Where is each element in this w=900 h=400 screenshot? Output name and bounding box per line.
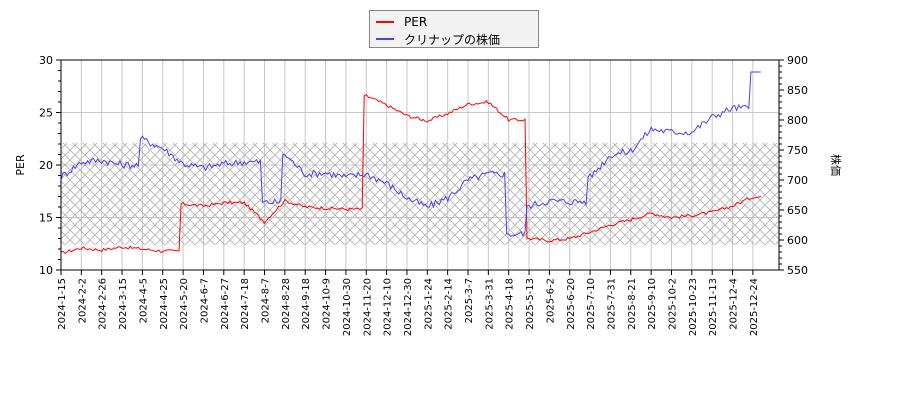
per-line	[60, 93, 762, 255]
x-tick-label: 2025-1-24	[423, 278, 434, 330]
series-layer	[60, 71, 762, 255]
x-tick-label: 2025-2-14	[444, 278, 455, 330]
legend-label-stock-price: クリナップの株価	[404, 32, 501, 47]
stock-line-swatch-icon	[376, 38, 394, 40]
right-tick-label: 700	[787, 174, 808, 187]
right-tick-label: 900	[787, 54, 808, 67]
x-axis: 2024-1-15 2024-2-2 2024-2-26 2024-3-15 2024-…	[57, 270, 760, 336]
right-tick-label: 600	[787, 234, 808, 247]
x-tick-label: 2025-3-31	[484, 278, 495, 330]
left-tick-label: 20	[39, 159, 53, 172]
x-tick-label: 2024-12-10	[383, 278, 394, 336]
x-tick-label: 2024-3-15	[118, 278, 129, 330]
x-tick-label: 2025-7-31	[606, 278, 617, 330]
right-tick-label: 550	[787, 264, 808, 277]
right-tick-label: 750	[787, 144, 808, 157]
legend-label-per: PER	[404, 15, 428, 29]
right-tick-label: 850	[787, 84, 808, 97]
x-tick-label: 2024-8-7	[261, 278, 272, 323]
x-tick-label: 2024-1-15	[57, 278, 68, 330]
x-tick-label: 2024-2-2	[77, 278, 88, 323]
legend-item-per: PER	[376, 14, 427, 30]
left-tick-label: 25	[39, 107, 53, 120]
legend: PER クリナップの株価	[369, 10, 539, 48]
x-tick-label: 2024-2-26	[98, 278, 109, 330]
x-tick-label: 2025-5-13	[525, 278, 536, 330]
left-tick-label: 15	[39, 212, 53, 225]
x-tick-label: 2025-6-20	[566, 278, 577, 330]
right-axis-title: 株価	[829, 154, 843, 176]
x-tick-label: 2024-4-25	[159, 278, 170, 330]
x-tick-label: 2025-4-18	[505, 278, 516, 330]
x-tick-label: 2024-6-7	[199, 278, 210, 323]
legend-item-stock-price: クリナップの株価	[376, 31, 500, 47]
x-tick-label: 2025-12-4	[729, 278, 740, 330]
x-tick-label: 2025-6-2	[545, 278, 556, 323]
x-tick-label: 2024-6-27	[220, 278, 231, 330]
x-tick-label: 2025-11-13	[708, 278, 719, 336]
left-tick-label: 10	[39, 264, 53, 277]
x-tick-label: 2025-9-10	[647, 278, 658, 330]
x-tick-label: 2024-10-9	[322, 278, 333, 330]
left-axis: 10 15 20 25 30	[39, 54, 61, 277]
x-tick-label: 2024-5-20	[179, 278, 190, 330]
x-tick-label: 2024-4-5	[138, 278, 149, 323]
x-tick-label: 2025-7-10	[586, 278, 597, 330]
right-tick-label: 650	[787, 204, 808, 217]
right-tick-label: 800	[787, 114, 808, 127]
left-tick-label: 30	[39, 54, 53, 67]
x-tick-label: 2024-12-30	[403, 278, 414, 336]
x-tick-label: 2024-9-18	[301, 278, 312, 330]
per-line-swatch-icon	[376, 21, 394, 23]
x-tick-label: 2024-7-18	[240, 278, 251, 330]
x-tick-label: 2024-10-30	[342, 278, 353, 336]
right-axis: 550 600 650 700 750 800 850 900	[779, 54, 808, 277]
stock-price-line	[60, 71, 761, 238]
x-tick-label: 2024-11-20	[362, 278, 373, 336]
x-tick-label: 2025-10-2	[668, 278, 679, 330]
left-axis-title: PER	[14, 154, 27, 176]
x-tick-label: 2025-8-21	[627, 278, 638, 330]
x-tick-label: 2025-12-24	[749, 278, 760, 336]
shaded-band	[61, 142, 779, 245]
x-tick-label: 2025-3-7	[464, 278, 475, 323]
x-tick-label: 2025-10-23	[688, 278, 699, 336]
x-tick-label: 2024-8-28	[281, 278, 292, 330]
